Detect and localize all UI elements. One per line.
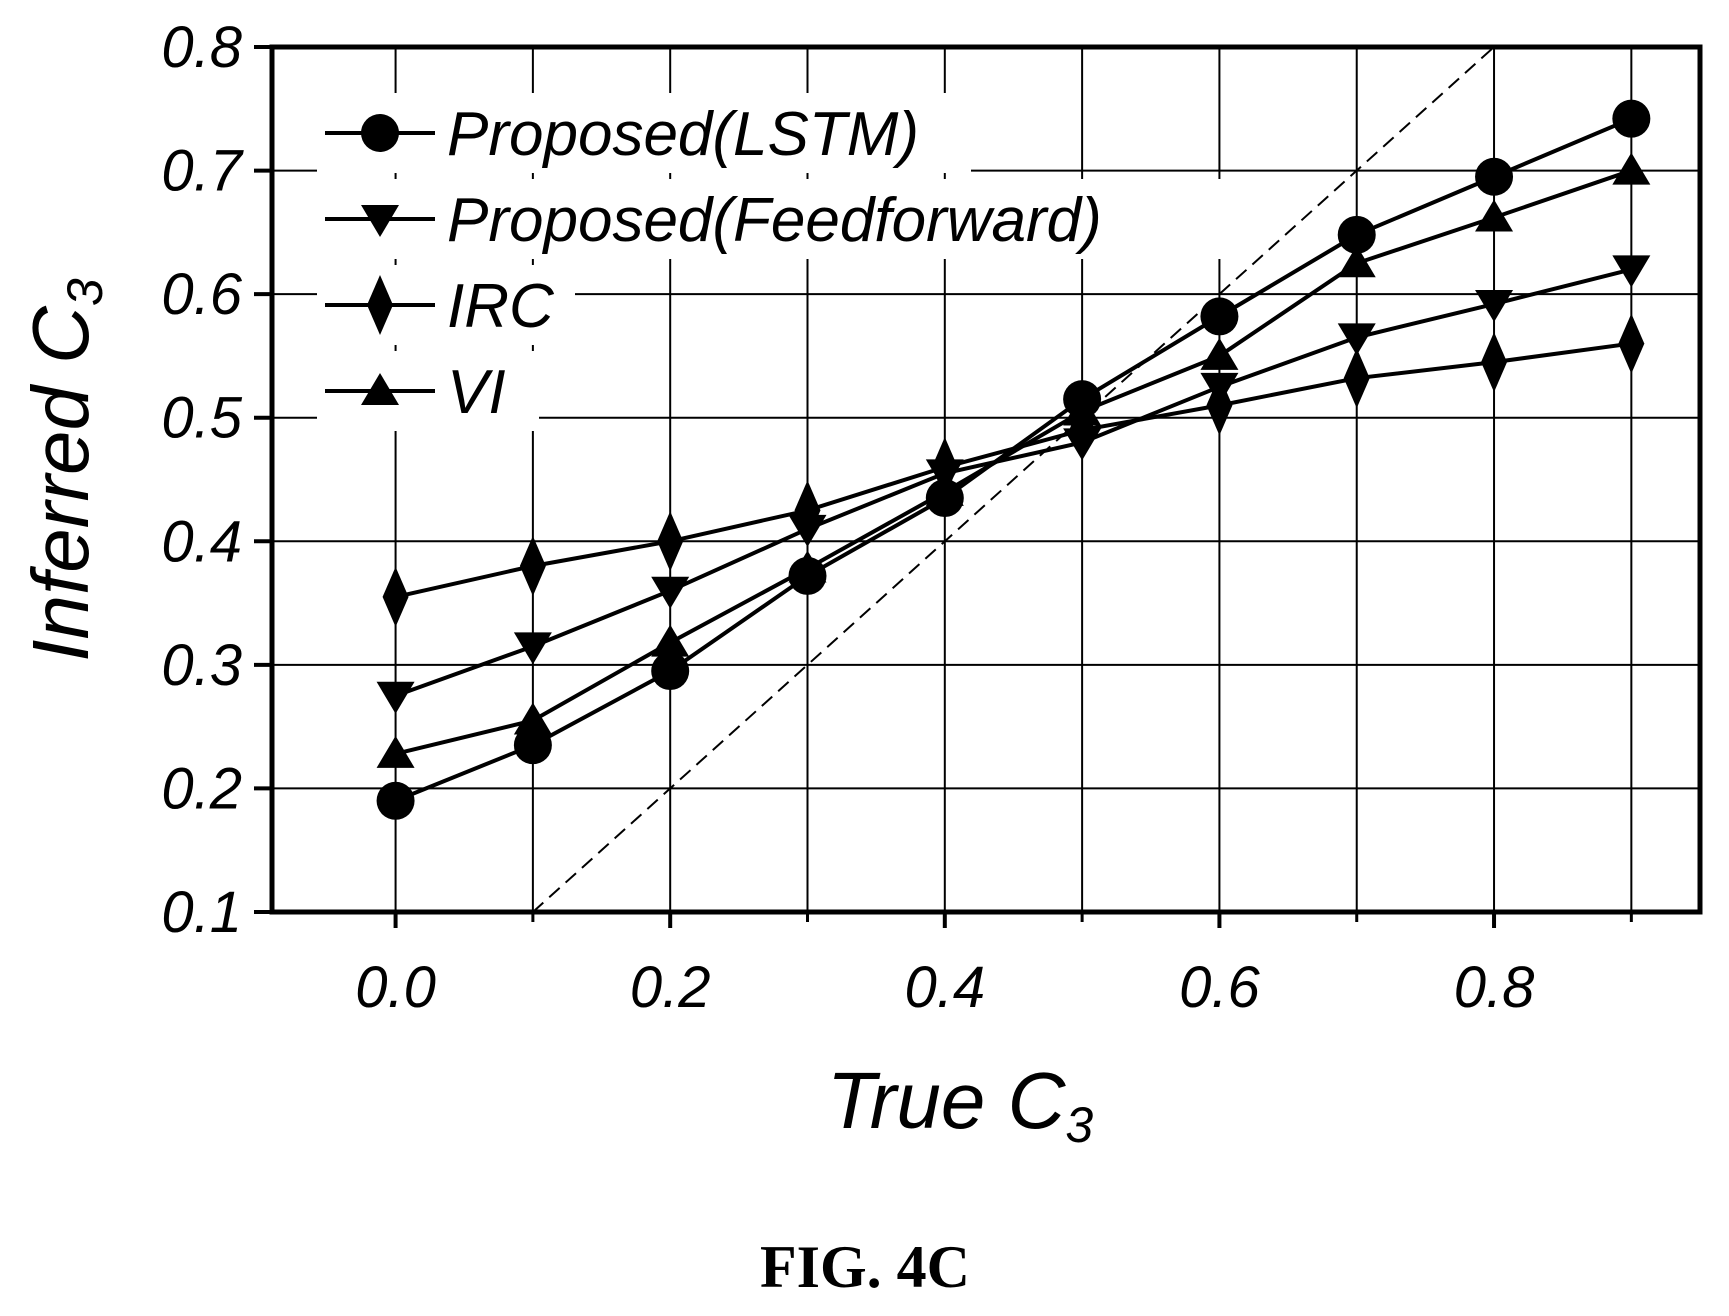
legend-item: Proposed(Feedforward) (317, 179, 1223, 259)
plot-frame (269, 44, 1703, 915)
legend: Proposed(LSTM) Proposed(Feedforward) IRC VI (317, 93, 1223, 431)
reference-diagonal-line (532, 46, 1495, 913)
data-point-diamond (1481, 332, 1508, 393)
axis-ticks: 0.0 0.2 0.4 0.6 0.8 0.1 0.2 0.3 0.4 0.5 0.6 0.7 0.8 (161, 15, 1633, 1020)
y-axis-title-sub: 3 (57, 278, 113, 306)
data-point-triangle-up (651, 624, 690, 657)
x-tick-label: 0.2 (630, 955, 711, 1020)
y-axis-title-main: Inferred C (16, 305, 105, 662)
legend-item: Proposed(LSTM) (317, 93, 971, 173)
x-tick-label: 0.6 (1179, 955, 1260, 1020)
series-vi (376, 152, 1651, 768)
data-point-triangle-up (1200, 337, 1239, 370)
data-point-triangle-down (651, 576, 690, 609)
data-point-triangle-up (1475, 199, 1514, 232)
data-point-triangle-down (1475, 290, 1514, 323)
data-point-circle (651, 652, 690, 691)
legend-label: IRC (447, 272, 555, 341)
legend-marker (361, 205, 399, 237)
data-point-circle (1200, 297, 1239, 336)
data-point-triangle-up (1337, 245, 1376, 278)
legend-marker (361, 373, 399, 405)
data-point-triangle-down (376, 681, 415, 714)
data-point-triangle-down (1612, 255, 1651, 288)
legend-label: VI (447, 358, 506, 427)
series-line (395, 341, 1632, 599)
x-axis-title-sub: 3 (1065, 1097, 1093, 1153)
series-layer (376, 99, 1651, 820)
data-point-triangle-up (925, 473, 964, 506)
y-tick-label: 0.4 (161, 509, 242, 574)
x-axis-title: True C3 (827, 1056, 1094, 1153)
data-point-triangle-up (513, 702, 552, 735)
series-line (394, 267, 1632, 698)
data-point-diamond (1618, 313, 1645, 374)
data-point-diamond (657, 511, 684, 572)
legend-item: VI (317, 351, 539, 431)
legend-item-background (317, 179, 1223, 259)
data-point-diamond (931, 437, 958, 498)
data-point-diamond (1206, 375, 1233, 436)
x-tick-label: 0.8 (1454, 955, 1535, 1020)
data-point-circle (1612, 99, 1651, 138)
data-point-triangle-up (376, 735, 415, 768)
legend-item: IRC (317, 265, 575, 345)
x-tick-label: 0.4 (904, 955, 985, 1020)
data-point-diamond (794, 480, 821, 541)
data-point-diamond (519, 536, 546, 596)
data-point-triangle-up (788, 550, 827, 583)
data-point-diamond (1343, 348, 1370, 409)
data-point-diamond (382, 566, 409, 627)
y-tick-label: 0.1 (161, 880, 242, 945)
y-tick-label: 0.8 (161, 15, 242, 80)
data-point-triangle-up (1612, 152, 1651, 185)
data-point-triangle-down (513, 632, 552, 665)
y-tick-label: 0.5 (161, 386, 242, 451)
y-tick-label: 0.3 (161, 633, 242, 698)
y-tick-label: 0.2 (161, 756, 242, 821)
y-tick-label: 0.7 (161, 139, 244, 204)
y-tick-label: 0.6 (161, 262, 242, 327)
series-line (395, 168, 1632, 756)
legend-marker (367, 275, 393, 335)
figure-caption: FIG. 4C (760, 1234, 970, 1300)
series-irc (382, 313, 1645, 627)
y-axis-title: Inferred C3 (16, 278, 113, 662)
x-axis-title-main: True C (827, 1056, 1067, 1145)
data-point-circle (513, 726, 552, 765)
data-point-circle (1475, 157, 1514, 196)
data-point-triangle-down (1337, 323, 1376, 356)
x-tick-label: 0.0 (355, 955, 436, 1020)
data-point-circle (376, 781, 415, 820)
data-point-circle (1337, 215, 1376, 254)
legend-marker (361, 114, 399, 152)
legend-label: Proposed(LSTM) (447, 100, 919, 169)
legend-label: Proposed(Feedforward) (447, 186, 1102, 255)
data-point-triangle-up (1063, 393, 1102, 426)
